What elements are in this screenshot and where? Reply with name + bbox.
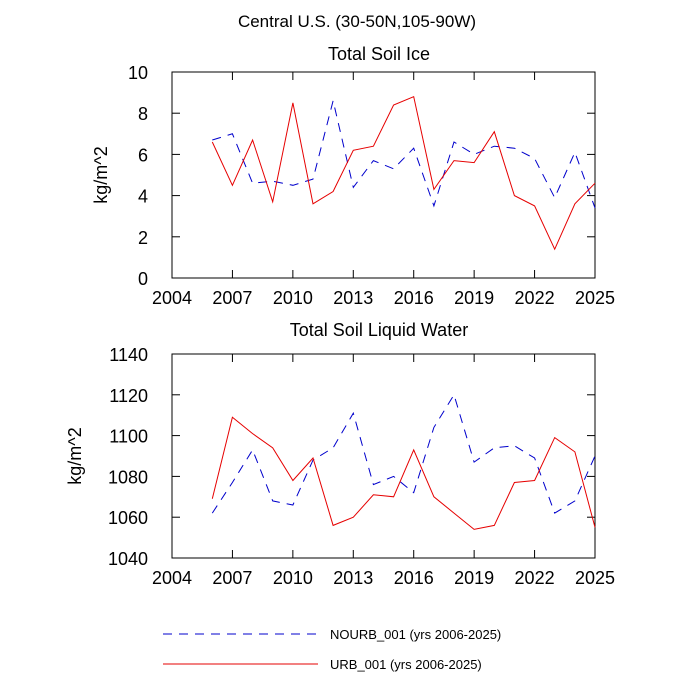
- y-tick-label: 1120: [109, 386, 148, 406]
- legend-label-urb: URB_001 (yrs 2006-2025): [330, 657, 482, 672]
- x-tick-label: 2022: [515, 288, 555, 308]
- ticks: 2004 2007 2010 2013 2016 2019 2022 2025 0 2 4 6 8 10: [128, 63, 615, 308]
- x-tick-label: 2019: [454, 288, 494, 308]
- x-tick-label: 2004: [152, 288, 192, 308]
- x-tick-label: 2010: [273, 288, 313, 308]
- x-tick-label: 2010: [273, 568, 313, 588]
- series-line-nourb: [212, 100, 596, 209]
- series-line-urb: [211, 96, 596, 251]
- panel-title: Total Soil Ice: [328, 44, 430, 64]
- x-tick-label: 2013: [333, 288, 373, 308]
- plot-frame: [171, 353, 596, 559]
- series-line-urb: [211, 416, 596, 530]
- x-tick-label: 2004: [152, 568, 192, 588]
- y-tick-label: 1100: [109, 427, 148, 447]
- x-tick-label: 2016: [394, 288, 434, 308]
- series-group: [211, 393, 596, 530]
- y-tick-label: 10: [128, 63, 148, 83]
- legend-label-nourb: NOURB_001 (yrs 2006-2025): [330, 627, 501, 642]
- y-axis-label: kg/m^2: [91, 146, 111, 203]
- x-tick-label: 2025: [575, 288, 615, 308]
- figure-title: Central U.S. (30-50N,105-90W): [238, 12, 476, 31]
- panel-soil-ice: Total Soil Ice kg/m^2 2004 2007 2010 2013 20…: [91, 44, 615, 308]
- ticks: 2004 2007 2010 2013 2016 2019 2022 2025 1040 1060…: [108, 345, 615, 588]
- y-axis-label: kg/m^2: [65, 427, 85, 484]
- y-tick-label: 1040: [108, 549, 148, 569]
- legend: NOURB_001 (yrs 2006-2025) URB_001 (yrs 2…: [163, 627, 501, 672]
- x-tick-label: 2007: [212, 288, 252, 308]
- x-tick-label: 2013: [333, 568, 373, 588]
- x-tick-label: 2016: [394, 568, 434, 588]
- x-tick-label: 2019: [454, 568, 494, 588]
- x-tick-label: 2025: [575, 568, 615, 588]
- y-tick-label: 2: [138, 228, 148, 248]
- y-tick-label: 8: [138, 104, 148, 124]
- y-tick-label: 6: [138, 145, 148, 165]
- panel-soil-liquid-water: Total Soil Liquid Water kg/m^2 2004 2007 2…: [65, 320, 615, 588]
- y-tick-label: 1140: [109, 345, 148, 365]
- series-line-nourb: [211, 393, 596, 514]
- y-tick-label: 0: [138, 269, 148, 289]
- y-tick-label: 1080: [108, 467, 148, 487]
- y-tick-label: 1060: [108, 508, 148, 528]
- series-group: [211, 96, 596, 251]
- x-tick-label: 2022: [515, 568, 555, 588]
- plot-frame: [171, 71, 596, 279]
- x-tick-label: 2007: [212, 568, 252, 588]
- y-tick-label: 4: [138, 187, 148, 207]
- panel-title: Total Soil Liquid Water: [290, 320, 468, 340]
